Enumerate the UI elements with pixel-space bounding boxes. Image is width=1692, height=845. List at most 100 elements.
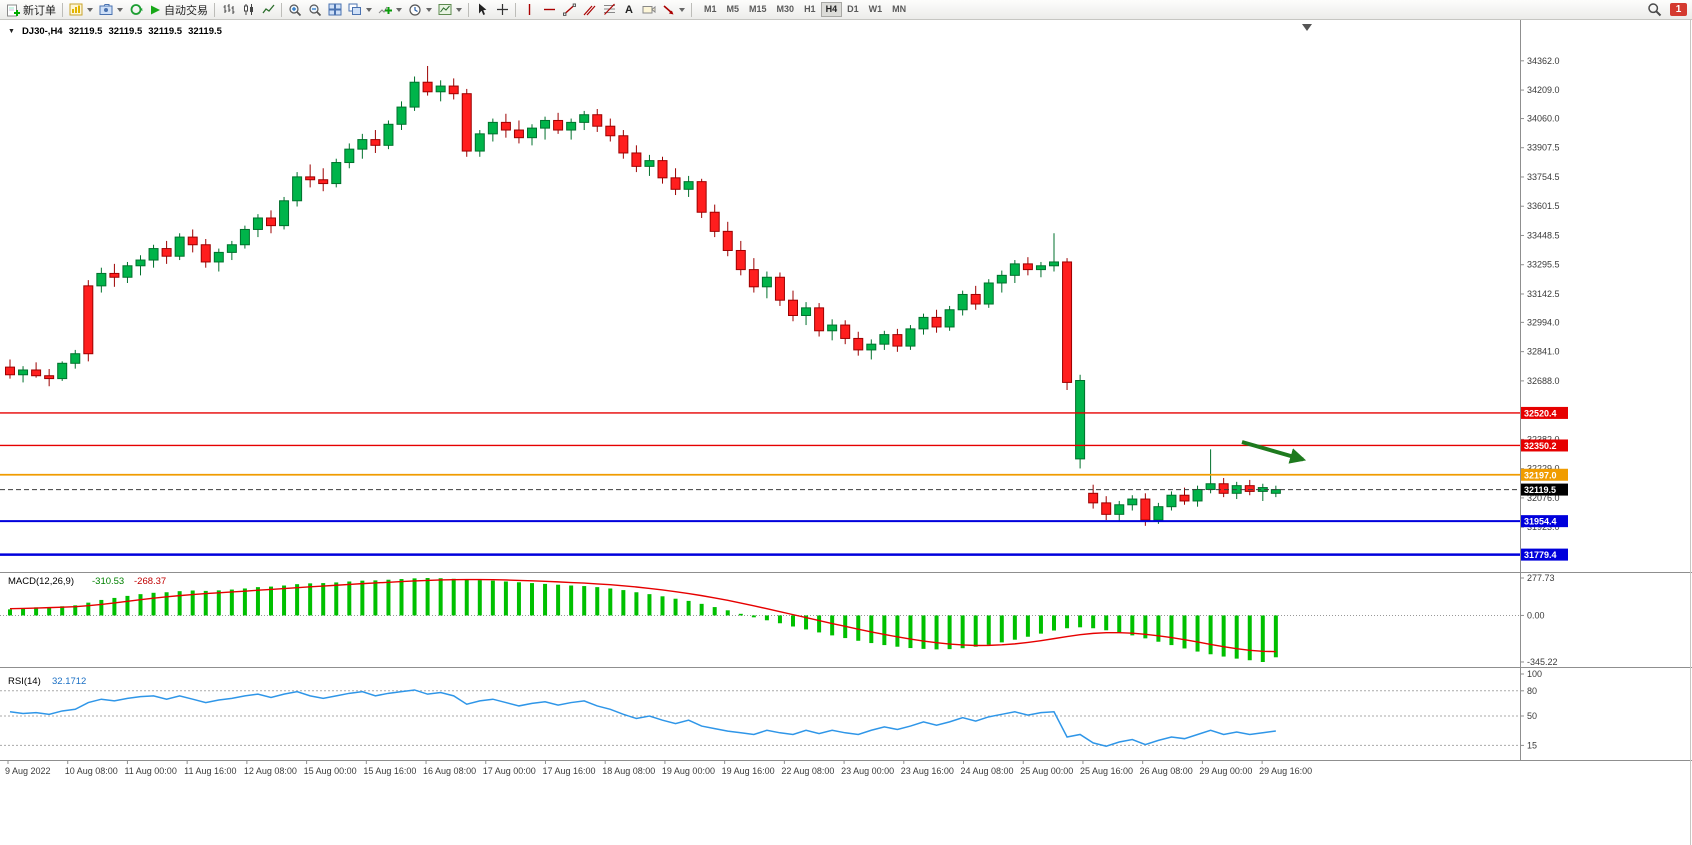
candle	[461, 88, 472, 157]
timeframe-button-w1[interactable]: W1	[864, 2, 888, 17]
candlestick-chart-button[interactable]	[238, 1, 258, 19]
chevron-down-icon	[396, 7, 402, 12]
zoom-in-button[interactable]	[285, 1, 305, 19]
macd-panel[interactable]: MACD(12,26,9) -310.53 -268.37 277.73 0.00 -34…	[0, 573, 1558, 667]
chart-area[interactable]: 34362.0 34209.0 34060.0 33907.5 33754.5 33601…	[0, 20, 1692, 845]
line-chart-button[interactable]	[258, 1, 278, 19]
svg-text:32841.0: 32841.0	[1527, 347, 1560, 357]
svg-text:32382.0: 32382.0	[1527, 434, 1560, 444]
svg-text:33754.5: 33754.5	[1527, 172, 1560, 182]
candle	[905, 325, 916, 350]
tile-windows-button[interactable]	[325, 1, 345, 19]
chart-shift-marker	[1302, 24, 1312, 31]
candle	[396, 101, 407, 131]
line-chart-icon	[261, 4, 274, 14]
svg-text:80: 80	[1527, 686, 1537, 696]
profiles-button[interactable]	[96, 1, 126, 19]
svg-text:RSI(14): RSI(14)	[8, 676, 41, 687]
candle	[1009, 260, 1020, 283]
horizontal-line-tool-button[interactable]	[539, 1, 559, 19]
horizontal-lines-layer	[0, 412, 1520, 556]
svg-text:33295.5: 33295.5	[1527, 260, 1560, 270]
new-chart-icon	[69, 3, 83, 16]
candle	[683, 175, 694, 197]
autotrading-label: 自动交易	[164, 4, 208, 17]
vertical-line-tool-button[interactable]	[519, 1, 539, 19]
candle	[644, 154, 655, 176]
zoom-out-button[interactable]	[305, 1, 325, 19]
timeframe-toolbar: M1 M5 M15 M30 H1 H4 D1 W1 MN	[699, 2, 911, 17]
candle	[1075, 374, 1086, 469]
toolbar-separator	[62, 2, 63, 17]
svg-text:277.73: 277.73	[1527, 573, 1555, 583]
text-tool-button[interactable]: A	[619, 1, 639, 19]
market-watch-button[interactable]	[126, 1, 146, 19]
svg-text:16 Aug 08:00: 16 Aug 08:00	[423, 766, 476, 776]
timeframe-button-h4[interactable]: H4	[820, 2, 843, 17]
toolbar-separator	[515, 2, 516, 17]
candle	[44, 369, 55, 387]
candle	[592, 108, 603, 132]
new-order-label: 新订单	[23, 4, 56, 17]
trendline-tool-button[interactable]	[559, 1, 579, 19]
rsi-panel[interactable]: RSI(14) 32.1712 100 80 50 15	[0, 669, 1542, 750]
trend-arrow-annotation[interactable]	[1241, 440, 1307, 464]
candle	[579, 110, 590, 131]
svg-text:12 Aug 08:00: 12 Aug 08:00	[244, 766, 297, 776]
bar-chart-button[interactable]	[218, 1, 238, 19]
text-tool-icon: A	[625, 3, 633, 16]
price-tag: 32350.2	[1521, 439, 1568, 452]
label-icon	[642, 5, 656, 13]
clock-icon	[409, 3, 421, 16]
candle	[1192, 485, 1203, 507]
templates-button[interactable]	[435, 1, 465, 19]
one-click-trading-arrow[interactable]: ▼	[8, 28, 15, 35]
cursor-button[interactable]	[472, 1, 492, 19]
candle	[853, 331, 864, 356]
candle	[892, 328, 903, 352]
svg-text:32.1712: 32.1712	[52, 676, 86, 687]
svg-text:15 Aug 00:00: 15 Aug 00:00	[304, 766, 357, 776]
candle	[252, 214, 263, 238]
candle	[513, 120, 524, 144]
fibonacci-icon	[603, 3, 615, 15]
price-scale[interactable]: 34362.0 34209.0 34060.0 33907.5 33754.5 33601…	[1520, 56, 1568, 561]
candle	[1218, 478, 1229, 498]
candle	[57, 361, 68, 381]
chevron-down-icon	[426, 7, 432, 12]
candle	[148, 244, 159, 268]
timeframe-button-m30[interactable]: M30	[772, 2, 800, 17]
candle	[709, 204, 720, 238]
price-tag: 32520.4	[1521, 406, 1568, 419]
arrange-windows-button[interactable]	[345, 1, 375, 19]
timeframe-button-m15[interactable]: M15	[744, 2, 772, 17]
candle	[983, 279, 994, 308]
autotrading-button[interactable]: 自动交易	[146, 1, 211, 19]
new-order-button[interactable]: 新订单	[3, 1, 59, 19]
candle	[109, 263, 120, 287]
search-button[interactable]	[1644, 1, 1665, 19]
timeframe-button-mn[interactable]: MN	[887, 2, 911, 17]
svg-text:15 Aug 16:00: 15 Aug 16:00	[363, 766, 416, 776]
candle	[5, 359, 15, 379]
periods-button[interactable]	[405, 1, 435, 19]
channel-tool-button[interactable]	[579, 1, 599, 19]
indicators-button[interactable]	[375, 1, 405, 19]
fibonacci-tool-button[interactable]	[599, 1, 619, 19]
candle	[970, 285, 981, 310]
crosshair-button[interactable]	[492, 1, 512, 19]
candle	[500, 113, 511, 138]
label-tool-button[interactable]	[639, 1, 659, 19]
chart-low-value: 32119.5	[148, 26, 183, 37]
candle	[631, 145, 642, 173]
new-chart-button[interactable]	[66, 1, 96, 19]
timeframe-button-d1[interactable]: D1	[842, 2, 864, 17]
notification-badge[interactable]: 1	[1670, 3, 1687, 16]
search-icon	[1648, 3, 1662, 17]
arrows-tool-button[interactable]	[659, 1, 688, 19]
time-axis[interactable]: 9 Aug 2022 10 Aug 08:00 11 Aug 00:00 11 Aug…	[5, 760, 1312, 776]
timeframe-button-h1[interactable]: H1	[799, 2, 821, 17]
timeframe-button-m5[interactable]: M5	[722, 2, 745, 17]
timeframe-button-m1[interactable]: M1	[699, 2, 722, 17]
candle	[957, 290, 968, 316]
